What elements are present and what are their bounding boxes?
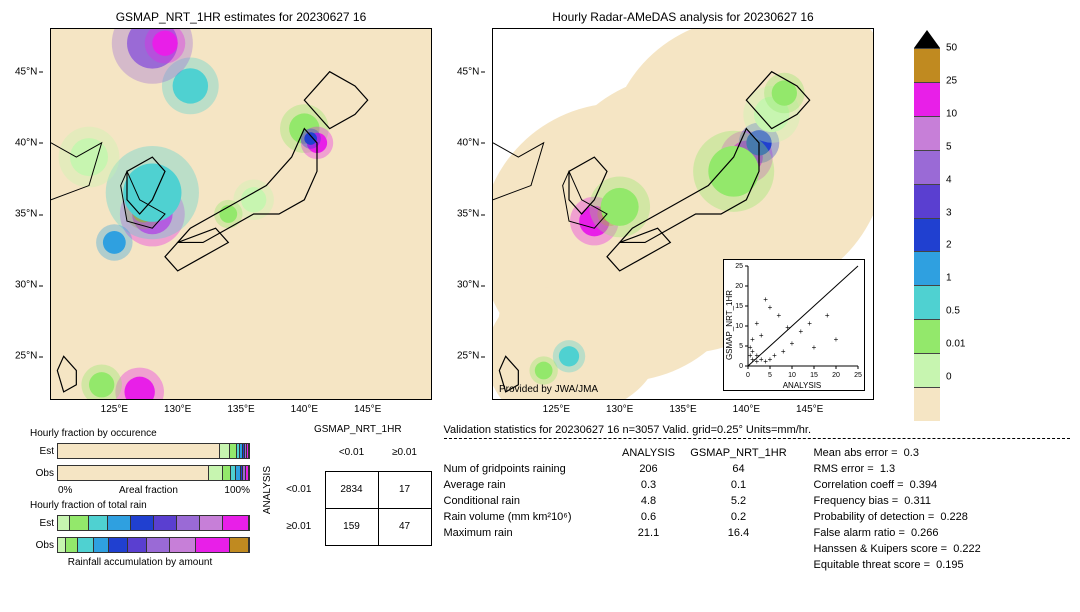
frac-occ-max: 100%: [224, 485, 250, 496]
svg-text:+: +: [748, 343, 753, 352]
fraction-block: Hourly fraction by occurence EstObs 0% A…: [30, 424, 250, 573]
svg-text:+: +: [763, 295, 768, 304]
contingency-table: GSMAP_NRT_1HR ANALYSIS <0.01≥0.01<0.0128…: [262, 424, 432, 573]
svg-text:GSMAP_NRT_1HR: GSMAP_NRT_1HR: [725, 290, 734, 360]
left-map: 25°N30°N35°N40°N45°N125°E130°E135°E140°E…: [50, 28, 432, 400]
svg-text:+: +: [772, 351, 777, 360]
frac-tot-title: Hourly fraction of total rain: [30, 500, 250, 511]
bottom-row: Hourly fraction by occurence EstObs 0% A…: [10, 424, 1070, 573]
svg-text:0: 0: [739, 363, 743, 370]
svg-text:0: 0: [746, 372, 750, 379]
svg-text:15: 15: [735, 303, 743, 310]
stats-title: Validation statistics for 20230627 16 n=…: [444, 424, 1071, 436]
right-map-block: Hourly Radar-AMeDAS analysis for 2023062…: [492, 10, 874, 400]
frac-tot-caption: Rainfall accumulation by amount: [30, 557, 250, 568]
stats-divider: [444, 438, 1071, 439]
svg-text:+: +: [768, 303, 773, 312]
frac-occ-title: Hourly fraction by occurence: [30, 428, 250, 439]
svg-text:+: +: [754, 351, 759, 360]
svg-text:5: 5: [768, 372, 772, 379]
stats-left-col: ANALYSISGSMAP_NRT_1HRNum of gridpoints r…: [444, 445, 794, 573]
right-map-title: Hourly Radar-AMeDAS analysis for 2023062…: [492, 10, 874, 24]
frac-occ-bars: EstObs: [30, 441, 250, 483]
svg-text:10: 10: [788, 372, 796, 379]
svg-text:10: 10: [735, 323, 743, 330]
left-map-block: GSMAP_NRT_1HR estimates for 20230627 16 …: [50, 10, 432, 400]
frac-occ-min: 0%: [58, 485, 72, 496]
svg-text:25: 25: [854, 372, 862, 379]
validation-stats: Validation statistics for 20230627 16 n=…: [444, 424, 1071, 573]
svg-text:+: +: [807, 319, 812, 328]
svg-text:+: +: [790, 339, 795, 348]
svg-text:20: 20: [832, 372, 840, 379]
svg-text:20: 20: [735, 283, 743, 290]
svg-text:25: 25: [735, 263, 743, 270]
colorbar: 502510543210.50.010: [914, 30, 940, 410]
frac-occ-axis: Areal fraction: [119, 485, 178, 496]
scatter-inset: 00551010151520202525++++++++++++++++++++…: [723, 259, 865, 391]
right-map: 25°N30°N35°N40°N45°N125°E130°E135°E140°E…: [492, 28, 874, 400]
svg-text:15: 15: [810, 372, 818, 379]
stats-right-col: Mean abs error = 0.3RMS error = 1.3Corre…: [814, 445, 981, 573]
cont-cells: <0.01≥0.01<0.01283417≥0.0115947: [273, 435, 432, 546]
left-map-title: GSMAP_NRT_1HR estimates for 20230627 16: [50, 10, 432, 24]
frac-tot-bars: EstObs: [30, 513, 250, 555]
svg-text:5: 5: [739, 343, 743, 350]
svg-text:+: +: [798, 327, 803, 336]
svg-text:+: +: [825, 311, 830, 320]
svg-text:+: +: [834, 335, 839, 344]
svg-text:+: +: [785, 323, 790, 332]
svg-text:+: +: [781, 347, 786, 356]
svg-text:+: +: [812, 343, 817, 352]
cont-col-header: GSMAP_NRT_1HR: [262, 424, 432, 435]
maps-row: GSMAP_NRT_1HR estimates for 20230627 16 …: [10, 10, 1070, 410]
cont-row-header: ANALYSIS: [262, 466, 273, 514]
svg-text:+: +: [750, 335, 755, 344]
provided-label: Provided by JWA/JMA: [499, 384, 598, 395]
svg-text:ANALYSIS: ANALYSIS: [783, 381, 822, 390]
svg-text:+: +: [759, 331, 764, 340]
svg-text:+: +: [754, 319, 759, 328]
svg-text:+: +: [776, 311, 781, 320]
